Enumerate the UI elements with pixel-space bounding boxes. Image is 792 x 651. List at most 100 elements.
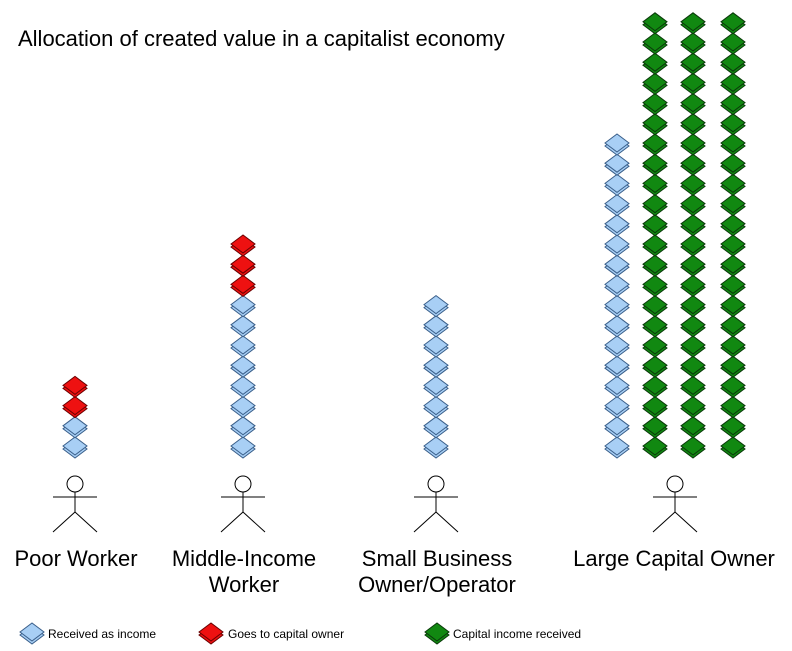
value-diamond-income [604, 416, 630, 439]
value-diamond-capital_income [680, 92, 706, 116]
value-diamond-capital_income [642, 355, 668, 378]
value-diamond-income [230, 355, 256, 378]
value-diamond-capital_income [720, 355, 746, 378]
person-figure-icon [220, 475, 266, 533]
value-diamond-income [230, 375, 256, 399]
value-diamond-income [423, 335, 449, 358]
value-diamond-capital_income [642, 153, 668, 176]
value-diamond-capital_income [680, 335, 706, 358]
value-diamond-capital_income [642, 274, 668, 298]
value-diamond-capital_income [720, 294, 746, 318]
value-diamond-capital_income [680, 214, 706, 237]
legend-diamond-capital_income [424, 622, 450, 645]
value-diamond-capital_income [642, 416, 668, 439]
value-diamond-income [423, 355, 449, 378]
value-diamond-income [423, 375, 449, 399]
value-diamond-income [604, 294, 630, 318]
value-diamond-income [604, 315, 630, 338]
value-diamond-income [230, 436, 256, 459]
value-diamond-capital_income [680, 133, 706, 156]
value-diamond-capital_income [680, 234, 706, 257]
value-diamond-income [604, 234, 630, 257]
value-diamond-capital_income [720, 92, 746, 116]
value-diamond-income [604, 214, 630, 237]
value-diamond-income [604, 133, 630, 156]
value-diamond-capital_income [720, 436, 746, 459]
value-diamond-capital_income [720, 214, 746, 237]
value-diamond-income [604, 436, 630, 459]
legend-diamond-income [19, 622, 45, 645]
value-diamond-capital_income [642, 193, 668, 217]
value-diamond-capital_income [642, 294, 668, 318]
value-diamond-income [230, 315, 256, 338]
group-label-large-capital-owner: Large Capital Owner [573, 546, 775, 571]
value-diamond-capital_income [680, 315, 706, 338]
value-diamond-income [230, 395, 256, 419]
value-diamond-capital_income [720, 173, 746, 197]
value-diamond-capital_owner [230, 234, 256, 257]
value-diamond-capital_income [680, 436, 706, 459]
value-diamond-capital_owner [62, 395, 88, 419]
value-diamond-income [604, 335, 630, 358]
value-diamond-capital_income [720, 113, 746, 136]
value-diamond-income [604, 153, 630, 176]
value-diamond-capital_income [642, 395, 668, 419]
value-diamond-capital_income [642, 92, 668, 116]
value-diamond-capital_income [720, 274, 746, 298]
value-diamond-capital_income [680, 395, 706, 419]
value-diamond-capital_income [642, 234, 668, 257]
value-diamond-income [230, 416, 256, 439]
value-diamond-capital_income [720, 32, 746, 55]
value-diamond-income [423, 294, 449, 318]
value-diamond-capital_income [720, 153, 746, 176]
legend-label-capital-owner: Goes to capital owner [228, 627, 345, 641]
value-diamond-capital_income [680, 294, 706, 318]
value-diamond-income [423, 395, 449, 419]
value-diamond-income [604, 274, 630, 298]
value-diamond-capital_income [720, 254, 746, 277]
legend-label-income: Received as income [48, 627, 157, 641]
value-diamond-capital_income [642, 12, 668, 35]
value-diamond-capital_income [642, 436, 668, 459]
value-diamond-capital_income [642, 214, 668, 237]
value-diamond-capital_income [720, 315, 746, 338]
value-diamond-capital_income [642, 254, 668, 277]
value-diamond-capital_owner [230, 254, 256, 277]
value-diamond-income [604, 355, 630, 378]
value-diamond-capital_income [720, 335, 746, 358]
value-diamond-capital_income [720, 234, 746, 257]
value-diamond-income [62, 436, 88, 459]
value-diamond-capital_income [720, 12, 746, 35]
legend-diamond-capital_owner [198, 622, 224, 645]
value-diamond-capital_income [720, 52, 746, 75]
group-label-poor-worker: Poor Worker [14, 546, 138, 571]
value-diamond-capital_income [680, 32, 706, 55]
value-diamond-capital_income [642, 113, 668, 136]
value-diamond-capital_income [720, 133, 746, 156]
value-diamond-capital_income [680, 113, 706, 136]
value-diamond-income [230, 294, 256, 318]
person-figure-icon [413, 475, 459, 533]
value-diamond-income [423, 315, 449, 338]
group-label-middle-income-worker: Middle-Income Worker [171, 546, 317, 597]
value-diamond-capital_income [680, 52, 706, 75]
value-diamond-capital_income [680, 173, 706, 197]
value-diamond-capital_owner [62, 375, 88, 399]
value-diamond-capital_income [680, 72, 706, 96]
value-diamond-income [604, 193, 630, 217]
value-diamond-income [604, 173, 630, 197]
value-diamond-capital_income [642, 335, 668, 358]
value-diamond-capital_income [680, 12, 706, 35]
diagram-title: Allocation of created value in a capital… [18, 26, 505, 51]
value-diamond-capital_income [680, 274, 706, 298]
person-figure-icon [52, 475, 98, 533]
value-diamond-capital_income [642, 32, 668, 55]
value-diamond-income [423, 416, 449, 439]
value-diamond-capital_income [642, 173, 668, 197]
value-diamond-capital_income [642, 315, 668, 338]
value-diamond-income [423, 436, 449, 459]
value-diamond-income [604, 254, 630, 277]
value-diamond-income [62, 416, 88, 439]
value-diamond-income [604, 395, 630, 419]
